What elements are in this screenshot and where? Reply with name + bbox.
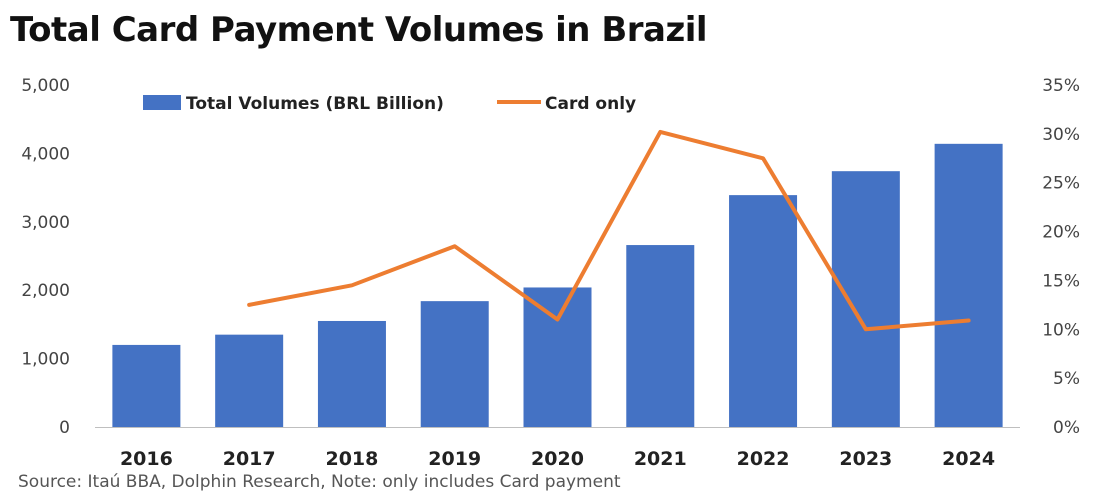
x-tick-label: 2020: [531, 448, 584, 470]
x-axis: 2016 2017 2018 2019 2020 2021 2022 2023 2024: [95, 427, 1020, 470]
y-left-tick-label: 1,000: [21, 350, 70, 370]
x-tick-label: 2017: [223, 448, 276, 470]
y-left-tick-label: 5,000: [21, 76, 70, 96]
bar-2024: [934, 143, 1003, 427]
y-right-tick-label: 0%: [1053, 418, 1080, 438]
x-tick-label: 2021: [634, 448, 687, 470]
legend-line-label: Card only: [545, 94, 636, 114]
x-tick-label: 2018: [325, 448, 378, 470]
y-right-tick-label: 10%: [1042, 320, 1080, 340]
x-tick-label: 2023: [839, 448, 892, 470]
line-series: [247, 129, 971, 332]
y-right-tick-label: 35%: [1042, 76, 1080, 96]
x-tick-label: 2024: [942, 448, 995, 470]
y-right-tick-label: 30%: [1042, 125, 1080, 145]
bar-2019: [420, 301, 489, 427]
bar-2016: [112, 344, 181, 427]
legend-bar-swatch: [143, 95, 181, 110]
right-axis: 0% 5% 10% 15% 20% 25% 30% 35%: [1042, 76, 1080, 438]
bar-2018: [317, 320, 386, 427]
bar-2021: [626, 245, 695, 427]
left-axis: 0 1,000 2,000 3,000 4,000 5,000: [21, 76, 70, 438]
x-tick-label: 2019: [428, 448, 481, 470]
x-tick-label: 2016: [120, 448, 173, 470]
y-right-tick-label: 20%: [1042, 223, 1080, 243]
legend-bar-label: Total Volumes (BRL Billion): [186, 94, 444, 114]
y-left-tick-label: 3,000: [21, 213, 70, 233]
y-left-tick-label: 4,000: [21, 144, 70, 164]
y-right-tick-label: 25%: [1042, 174, 1080, 194]
bar-2017: [215, 334, 284, 427]
legend: Total Volumes (BRL Billion) Card only: [143, 94, 636, 114]
x-tick-label: 2022: [737, 448, 790, 470]
bar-2022: [729, 195, 798, 427]
chart-title: Total Card Payment Volumes in Brazil: [10, 10, 708, 50]
y-left-tick-label: 2,000: [21, 281, 70, 301]
source-note: Source: Itaú BBA, Dolphin Research, Note…: [18, 472, 621, 492]
bar-series: [112, 143, 1003, 427]
bar-2023: [831, 171, 900, 427]
bar-2020: [523, 287, 592, 427]
y-right-tick-label: 15%: [1042, 271, 1080, 291]
card-only-line: [247, 129, 971, 332]
y-right-tick-label: 5%: [1053, 369, 1080, 389]
y-left-tick-label: 0: [59, 418, 70, 438]
